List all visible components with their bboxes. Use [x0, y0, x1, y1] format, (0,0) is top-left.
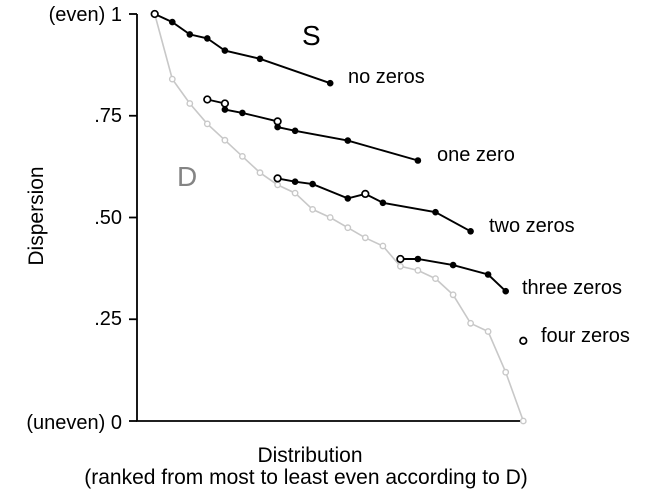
series-four-zeros — [519, 336, 528, 345]
series-no-zeros-marker — [169, 18, 176, 26]
series-D-marker — [256, 169, 264, 177]
series-D-marker — [379, 242, 387, 250]
series-two-zeros-marker — [467, 228, 474, 235]
series-label-three-zeros: three zeros — [522, 277, 623, 299]
series-D-marker — [519, 417, 527, 425]
series-three-zeros-marker — [502, 287, 510, 295]
series-three-zeros-marker — [396, 254, 405, 264]
series-three-zeros-marker — [449, 261, 457, 269]
series-label-four-zeros: four zeros — [541, 325, 630, 347]
series-one-zero-marker — [291, 127, 299, 135]
series-no-zeros-marker — [186, 31, 194, 38]
series-label-two-zeros: two zeros — [489, 215, 575, 237]
series-one-zero-marker — [220, 99, 230, 108]
series-D-marker — [221, 136, 229, 144]
series-D-marker — [238, 152, 246, 160]
series-two-zeros-marker — [273, 174, 282, 183]
series-no-zeros-marker — [326, 79, 334, 87]
series-one-zero-marker — [274, 123, 281, 131]
series-one-zero-marker — [203, 95, 212, 104]
series-D-marker — [414, 266, 422, 274]
y-tick-label-1: (even) 1 — [48, 4, 122, 26]
series-D-marker — [168, 75, 176, 83]
y-tick-label-50: .50 — [94, 207, 122, 229]
series-three-zeros — [396, 254, 510, 295]
series-D-marker — [186, 100, 194, 107]
series-D-marker — [291, 189, 299, 197]
series-one-zero-marker — [344, 137, 352, 144]
series-one-zero-line — [207, 98, 419, 162]
series-label-one-zero: one zero — [437, 144, 515, 166]
series-two-zeros-marker — [379, 199, 387, 207]
series-one-zero-marker — [239, 109, 246, 117]
series-D-marker — [484, 328, 492, 335]
series-three-zeros-marker — [414, 255, 422, 263]
series-D-marker — [326, 214, 334, 221]
series-D-marker — [467, 319, 474, 327]
series-D-marker — [203, 120, 211, 128]
series-four-zeros-marker — [519, 336, 528, 345]
series-D — [151, 10, 527, 425]
series-one-zero-marker — [273, 117, 282, 126]
series-two-zeros-marker — [291, 178, 299, 185]
series-two-zeros-marker — [344, 195, 352, 202]
annotation-s: S — [302, 20, 321, 51]
x-axis-subtitle: (ranked from most to least even accordin… — [84, 466, 528, 489]
y-tick-label-75: .75 — [94, 105, 122, 127]
series-D-marker — [396, 262, 404, 270]
series-D-marker — [432, 275, 439, 282]
annotation-d: D — [177, 161, 198, 192]
series-no-zeros-marker — [150, 9, 159, 19]
series-three-zeros-marker — [484, 271, 492, 278]
y-axis-title: Dispersion — [25, 166, 48, 266]
y-tick-label-0: (uneven) 0 — [26, 412, 122, 434]
series-label-no-zeros: no zeros — [348, 66, 425, 88]
series-D-marker — [449, 291, 457, 299]
series-two-zeros — [273, 174, 474, 235]
y-tick-label-25: .25 — [94, 308, 122, 330]
series-D-line — [153, 13, 525, 422]
series-no-zeros-marker — [256, 55, 264, 63]
series-one-zero-marker — [414, 157, 422, 164]
series-one-zero — [203, 95, 422, 164]
series-one-zero-marker — [221, 106, 229, 113]
series-D-marker — [344, 224, 352, 232]
series-D-marker — [361, 234, 369, 242]
series-no-zeros-marker — [204, 35, 211, 42]
x-axis-title: Distribution — [257, 444, 363, 467]
series-D-marker — [309, 205, 316, 213]
series-two-zeros-marker — [361, 189, 370, 199]
series-D-marker — [274, 181, 281, 189]
series-no-zeros — [150, 9, 334, 87]
series-no-zeros-marker — [221, 47, 229, 54]
series-two-zeros-marker — [309, 180, 316, 188]
series-two-zeros-marker — [432, 208, 439, 216]
series-D-marker — [502, 368, 510, 376]
